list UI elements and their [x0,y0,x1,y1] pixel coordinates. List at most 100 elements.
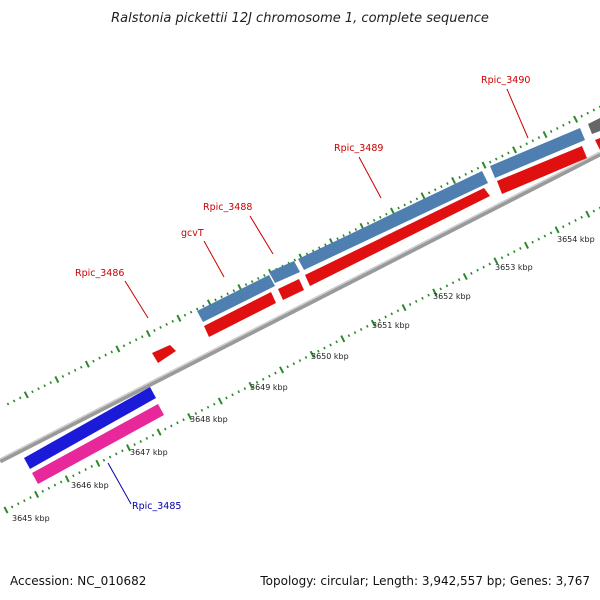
minor-tick [427,293,430,297]
major-tick [95,459,101,467]
minor-tick [41,489,45,493]
minor-tick [506,253,510,257]
minor-tick [232,289,236,293]
major-tick [554,226,560,234]
major-tick [84,360,90,368]
kbp-label: 3654 kbp [557,235,595,244]
minor-tick [500,256,504,260]
minor-tick [220,295,223,299]
minor-tick [214,298,217,302]
minor-tick [49,381,53,384]
leader-line [124,280,149,319]
major-tick [481,161,487,169]
minor-tick [458,176,461,179]
gene-small-reverse[interactable] [152,345,176,363]
minor-tick [537,136,541,140]
minor-tick [592,209,596,213]
major-tick [23,391,29,399]
minor-tick [439,287,443,291]
minor-tick [134,338,138,342]
major-tick [34,490,40,499]
major-tick [126,444,131,452]
minor-tick [200,408,204,412]
minor-tick [37,387,40,391]
minor-tick [163,427,167,431]
minor-tick [421,296,424,300]
map-title: Ralstonia pickettii 12J chromosome 1, co… [111,11,489,26]
minor-tick [494,157,498,161]
gene-gcvt-forward[interactable] [269,261,300,283]
minor-tick [470,271,473,275]
minor-tick [488,262,492,266]
minor-tick [568,222,571,225]
minor-tick [189,310,193,314]
gene-rpic-3488-forward[interactable] [298,171,488,270]
minor-tick [366,324,369,328]
minor-tick [182,418,185,422]
major-tick [115,345,121,353]
gene-rpic-3486-reverse[interactable] [204,292,276,337]
gene-rpic-3490-forward[interactable] [490,128,585,178]
minor-tick [409,200,413,204]
gene-rpic-3490-reverse[interactable] [497,146,587,194]
minor-tick [16,502,20,506]
minor-tick [501,154,504,158]
label-rpic-3485[interactable]: Rpic_3485 [132,501,181,512]
minor-tick [549,231,553,235]
minor-tick [384,315,387,319]
lower-tick-track [3,206,600,514]
minor-tick [31,390,34,394]
minor-tick [243,387,247,390]
minor-tick [304,356,308,359]
minor-tick [543,234,547,238]
gene-rpic-3489-reverse[interactable] [305,188,490,286]
minor-tick [476,166,480,170]
minor-tick [549,130,553,133]
gene-gcvt-reverse[interactable] [278,279,304,300]
gene-rpic-3485-forward[interactable] [24,387,156,469]
major-tick [187,413,193,421]
gene-rpic-3485-reverse[interactable] [32,404,164,484]
label-rpic-3486[interactable]: Rpic_3486 [75,268,124,279]
major-tick [524,241,529,249]
label-rpic-3489[interactable]: Rpic_3489 [334,143,383,154]
gene-edge-reverse[interactable] [595,138,600,150]
minor-tick [519,145,522,149]
minor-tick [274,371,277,375]
minor-tick [122,344,126,348]
major-tick [176,314,182,322]
minor-tick [519,247,522,250]
gene-gray-forward[interactable] [588,118,600,134]
minor-tick [261,377,265,381]
label-rpic-3490[interactable]: Rpic_3490 [481,75,530,86]
minor-tick [537,237,541,241]
label-gcvt[interactable]: gcvT [181,228,204,239]
leader-line [203,240,225,278]
minor-tick [183,313,187,317]
topology-summary: Topology: circular; Length: 3,942,557 bp… [259,574,590,588]
minor-tick [427,191,431,195]
kbp-label: 3652 kbp [433,292,471,301]
minor-tick [78,471,81,475]
major-tick [54,375,60,384]
minor-tick [561,225,565,229]
minor-tick [195,307,199,311]
minor-tick [415,197,419,201]
minor-tick [237,390,240,394]
minor-tick [121,449,124,453]
chromosome-backbone [0,151,600,464]
minor-tick [43,384,46,388]
minor-tick [47,486,51,490]
leader-line [506,88,529,139]
minor-tick [348,231,352,234]
minor-tick [512,250,516,254]
label-rpic-3488[interactable]: Rpic_3488 [203,202,252,213]
major-tick [420,192,426,200]
minor-tick [90,464,94,468]
minor-tick [10,505,14,509]
major-tick [248,381,254,390]
minor-tick [445,284,449,288]
minor-tick [29,496,32,499]
gene-rpic-3486-forward[interactable] [197,275,275,322]
minor-tick [72,474,75,478]
